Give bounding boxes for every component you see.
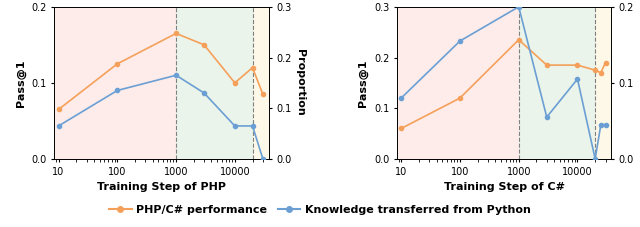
Y-axis label: Proportion: Proportion (638, 49, 640, 116)
Y-axis label: Proportion: Proportion (296, 49, 305, 116)
Y-axis label: Pass@1: Pass@1 (15, 59, 26, 107)
Bar (397, 7, 518, 159)
Bar (253, 7, 269, 159)
Bar (518, 7, 595, 159)
Bar (54, 7, 176, 159)
Bar (595, 7, 611, 159)
Y-axis label: Pass@1: Pass@1 (358, 59, 369, 107)
X-axis label: Training Step of C#: Training Step of C# (444, 182, 564, 192)
Legend: PHP/C# performance, Knowledge transferred from Python: PHP/C# performance, Knowledge transferre… (105, 200, 535, 219)
X-axis label: Training Step of PHP: Training Step of PHP (97, 182, 226, 192)
Bar (176, 7, 253, 159)
